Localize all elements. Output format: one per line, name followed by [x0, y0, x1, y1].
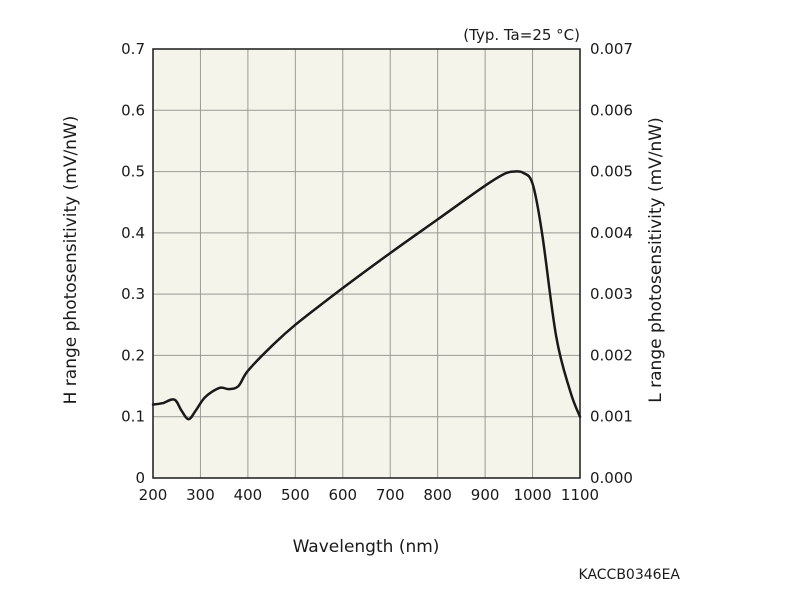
y-right-tick-labels: 0.000 0.001 0.002 0.003 0.004 0.005 0.006 0.007: [590, 40, 633, 487]
figure-code: KACCB0346EA: [579, 567, 681, 583]
x-tick-label: 600: [328, 486, 357, 504]
x-tick-label: 300: [186, 486, 215, 504]
y-right-tick-label: 0.001: [590, 408, 633, 426]
x-tick-label: 700: [376, 486, 405, 504]
y-left-tick-label: 0.7: [121, 40, 145, 58]
y-right-tick-label: 0.000: [590, 469, 633, 487]
y-left-tick-label: 0.4: [121, 224, 145, 242]
y-right-axis-title: L range photosensitivity (mV/nW): [646, 117, 666, 402]
y-left-tick-label: 0.5: [121, 163, 145, 181]
x-tick-label: 400: [234, 486, 263, 504]
plot-frame: [152, 48, 581, 479]
y-right-tick-label: 0.004: [590, 224, 633, 242]
y-left-tick-label: 0.2: [121, 346, 145, 364]
x-tick-labels: 200 300 400 500 600 700 800 900 1000 1100: [139, 486, 599, 504]
x-axis-title: Wavelength (nm): [293, 537, 440, 557]
y-left-tick-label: 0.1: [121, 408, 145, 426]
y-right-tick-label: 0.002: [590, 346, 633, 364]
sensitivity-curve: [151, 170, 582, 421]
condition-note: (Typ. Ta=25 °C): [463, 26, 580, 44]
x-tick-label: 200: [139, 486, 168, 504]
plot-area: [153, 49, 580, 478]
y-right-tick-label: 0.007: [590, 40, 633, 58]
y-right-tick-label: 0.005: [590, 163, 633, 181]
y-left-tick-label: 0: [135, 469, 145, 487]
y-left-axis-title: H range photosensitivity (mV/nW): [61, 116, 81, 405]
x-tick-label: 1100: [561, 486, 599, 504]
x-tick-label: 900: [471, 486, 500, 504]
y-right-tick-label: 0.006: [590, 101, 633, 119]
x-tick-label: 800: [423, 486, 452, 504]
x-tick-label: 500: [281, 486, 310, 504]
y-right-tick-label: 0.003: [590, 285, 633, 303]
y-left-tick-label: 0.3: [121, 285, 145, 303]
y-left-tick-label: 0.6: [121, 101, 145, 119]
x-tick-label: 1000: [513, 486, 551, 504]
y-left-tick-labels: 0 0.1 0.2 0.3 0.4 0.5 0.6 0.7: [121, 40, 145, 487]
